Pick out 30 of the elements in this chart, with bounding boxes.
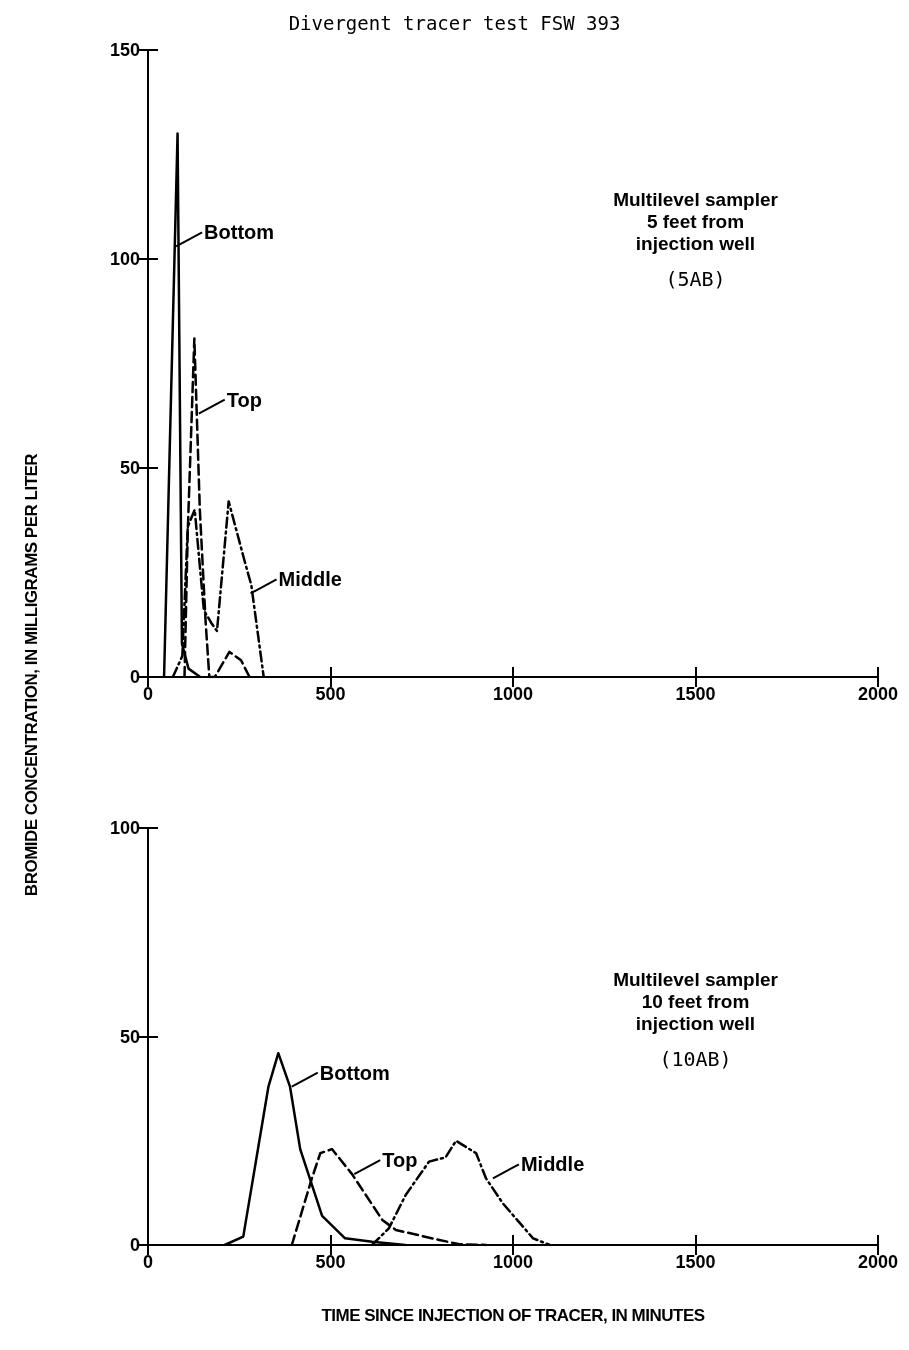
annotation: Top bbox=[382, 1149, 418, 1172]
annotation: Multilevel sampler 10 feet from injection well bbox=[613, 968, 779, 1034]
x-tick-label: 0 bbox=[142, 1252, 154, 1272]
annotation: Middle bbox=[278, 568, 342, 591]
x-tick-label: 1000 bbox=[492, 1252, 534, 1272]
x-tick-label: 1500 bbox=[675, 1252, 716, 1272]
y-tick-label: 100 bbox=[109, 249, 140, 269]
annotation: (10AB) bbox=[659, 1047, 732, 1071]
annotation: Middle bbox=[520, 1153, 585, 1176]
x-tick-label: 2000 bbox=[857, 684, 899, 704]
y-tick-label: 50 bbox=[119, 458, 140, 478]
x-axis-title: TIME SINCE INJECTION OF TRACER, IN MINUTES bbox=[321, 1306, 705, 1326]
annotation: Bottom bbox=[319, 1061, 390, 1084]
y-tick-label: 150 bbox=[109, 40, 140, 60]
x-tick-label: 1000 bbox=[492, 684, 534, 704]
annotation: Top bbox=[226, 388, 262, 411]
chart-title: Divergent tracer test FSW 393 bbox=[288, 11, 621, 34]
y-tick-label: 50 bbox=[119, 1026, 140, 1047]
x-tick-label: 1500 bbox=[675, 684, 716, 704]
x-tick-label: 500 bbox=[315, 684, 346, 704]
y-tick-label: 0 bbox=[129, 1235, 140, 1255]
x-tick-label: 500 bbox=[315, 1252, 346, 1272]
x-tick-label: 0 bbox=[142, 684, 154, 704]
annotation: (5AB) bbox=[665, 267, 726, 291]
y-axis-title: BROMIDE CONCENTRATION, IN MILLIGRAMS PER LITER bbox=[22, 453, 42, 897]
x-tick-label: 2000 bbox=[857, 1252, 899, 1272]
annotation: Multilevel sampler 5 feet from injection well bbox=[613, 188, 779, 254]
y-tick-label: 100 bbox=[109, 818, 140, 838]
y-tick-label: 0 bbox=[129, 667, 140, 687]
annotation: Bottom bbox=[204, 221, 275, 244]
